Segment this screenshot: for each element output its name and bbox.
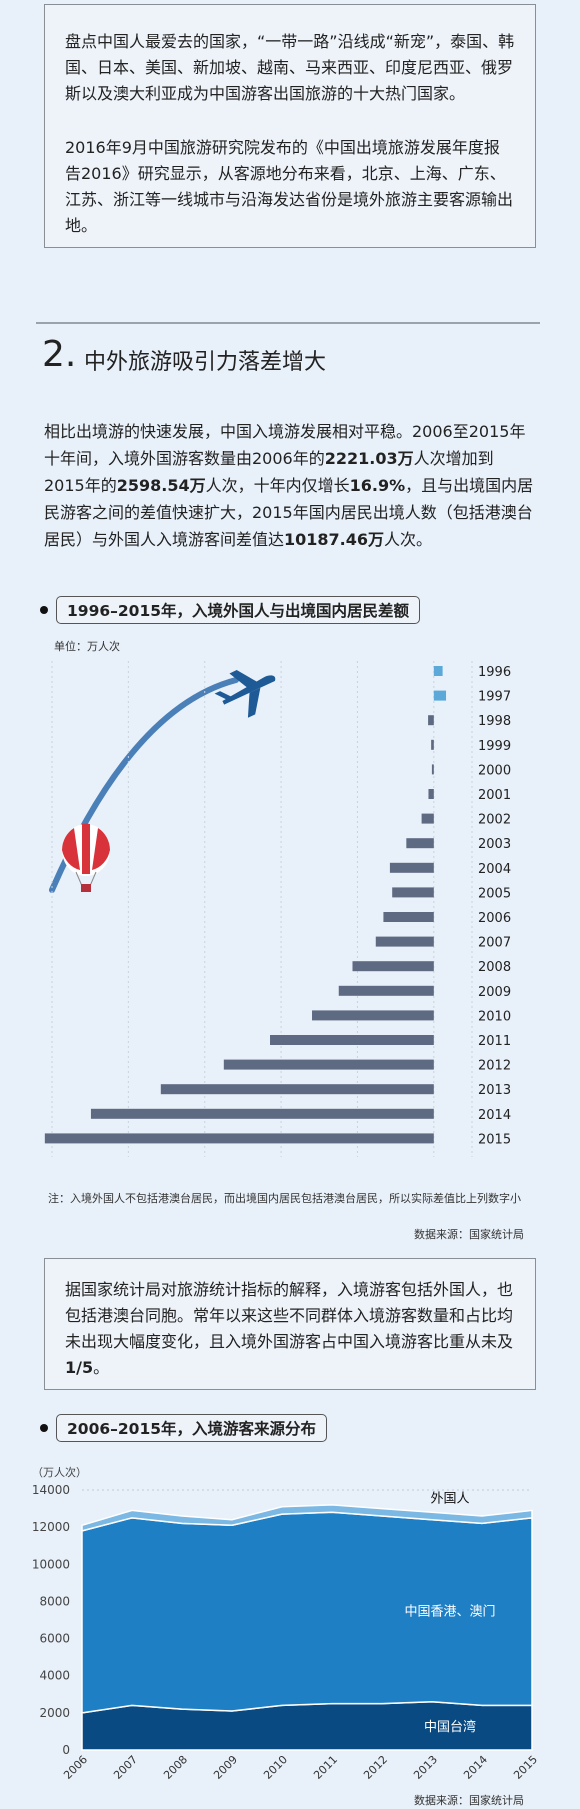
y-tick-label: 4000 (39, 1669, 70, 1683)
bar (383, 912, 434, 922)
body-text-2: 人次增加到2015年的 (44, 449, 494, 495)
section-title: 中外旅游吸引力落差增大 (84, 350, 327, 375)
chart1-source: 数据来源：国家统计局 (414, 1228, 524, 1241)
year-label: 2001 (478, 788, 511, 803)
body-text-4: ，且与出境国内居民游客之间的差值快速扩大，2015年国内居民出境人数（包括港澳台… (44, 476, 534, 549)
year-label: 2010 (478, 1009, 511, 1024)
year-label: 2004 (478, 862, 511, 877)
bar (44, 1133, 434, 1144)
x-tick-label: 2013 (411, 1753, 440, 1782)
bar (406, 838, 434, 849)
bar (312, 1010, 434, 1021)
section-number: 2. (42, 334, 77, 375)
y-tick-label: 6000 (39, 1632, 70, 1646)
year-label: 1996 (478, 665, 511, 680)
hot-air-balloon-icon (62, 823, 110, 892)
x-tick-label: 2011 (311, 1753, 340, 1782)
x-tick-label: 2008 (161, 1753, 190, 1782)
body-highlight-3: 16.9% (349, 476, 406, 495)
x-tick-label: 2015 (511, 1753, 540, 1782)
bar (270, 1035, 434, 1045)
year-label: 2002 (478, 813, 511, 828)
bar (428, 789, 434, 799)
x-tick-label: 2009 (211, 1753, 240, 1782)
body-paragraph: 相比出境游的快速发展，中国入境游发展相对平稳。2006至2015年十年间，入境外… (44, 418, 534, 553)
chart2-heading: 2006–2015年，入境游客来源分布 (40, 1414, 328, 1442)
callout-box: 据国家统计局对旅游统计指标的解释，入境游客包括外国人，也包括港澳台同胞。常年以来… (44, 1258, 536, 1390)
bar (223, 1059, 434, 1070)
bar (431, 739, 434, 750)
bar (338, 985, 434, 996)
series-label: 中国香港、澳门 (404, 1604, 495, 1620)
section-divider (36, 322, 540, 324)
bar (389, 862, 434, 873)
y-tick-label: 0 (62, 1743, 70, 1757)
bar (428, 715, 434, 726)
year-label: 2006 (478, 911, 511, 926)
year-label: 2011 (478, 1034, 511, 1049)
bar (431, 764, 434, 775)
year-label: 1999 (478, 739, 511, 754)
body-text-1: 相比出境游的快速发展，中国入境游发展相对平稳。2006至2015年十年间，入境外… (44, 422, 526, 468)
bar (392, 887, 434, 898)
body-highlight-2: 2598.54万 (116, 476, 206, 495)
year-label: 2009 (478, 985, 511, 1000)
intro-paragraph-2: 2016年9月中国旅游研究院发布的《中国出境旅游发展年度报告2016》研究显示，… (65, 138, 514, 235)
year-label: 2007 (478, 936, 511, 951)
bar (421, 813, 434, 824)
intro-paragraph-1: 盘点中国人最爱去的国家，“一带一路”沿线成“新宠”，泰国、韩国、日本、美国、新加… (65, 32, 515, 103)
bar (352, 961, 434, 972)
year-label: 2013 (478, 1083, 511, 1098)
y-tick-label: 14000 (32, 1483, 70, 1497)
x-tick-label: 2010 (261, 1753, 290, 1782)
source-area-chart: 0 2000 4000 6000 8000 10000 12000 14000 （万人次） 中国… (32, 1465, 540, 1782)
body-highlight-1: 2221.03万 (324, 449, 414, 468)
airplane-icon (214, 670, 276, 718)
x-tick-label: 2014 (461, 1753, 490, 1782)
bar (375, 936, 434, 947)
area-series (81, 1504, 533, 1532)
gap-bar-chart: 1996 1997 1998 1999 2000 2001 2002 2003 2004 2005… (44, 661, 511, 1157)
chart1-heading: 1996–2015年，入境外国人与出境国内居民差额 (40, 596, 421, 624)
x-tick-label: 2012 (361, 1753, 390, 1782)
x-tick-label: 2007 (111, 1753, 140, 1782)
body-text-3: 人次，十年内仅增长 (205, 476, 350, 495)
y-tick-label: 8000 (39, 1594, 70, 1608)
year-label: 2008 (478, 960, 511, 975)
year-label: 2012 (478, 1059, 511, 1074)
series-label: 外国人 (430, 1491, 469, 1506)
callout-paragraph: 据国家统计局对旅游统计指标的解释，入境游客包括外国人，也包括港澳台同胞。常年以来… (65, 1277, 515, 1381)
year-label: 2003 (478, 837, 511, 852)
body-text-5: 人次。 (384, 530, 433, 549)
y-tick-label: 2000 (39, 1706, 70, 1720)
callout-text-2: 。 (93, 1358, 110, 1377)
y-axis-label: （万人次） (32, 1465, 87, 1479)
bar (90, 1108, 434, 1119)
year-label: 1998 (478, 714, 511, 729)
year-label: 2000 (478, 763, 511, 778)
y-tick-label: 12000 (32, 1520, 70, 1534)
intro-box: 盘点中国人最爱去的国家，“一带一路”沿线成“新宠”，泰国、韩国、日本、美国、新加… (44, 4, 536, 248)
body-highlight-4: 10187.46万 (284, 530, 385, 549)
series-label: 中国台湾 (424, 1719, 476, 1735)
chart1-note: 注：入境外国人不包括港澳台居民，而出境国内居民包括港澳台居民，所以实际差值比上列… (48, 1192, 521, 1205)
y-tick-label: 10000 (32, 1557, 70, 1571)
callout-highlight: 1/5 (65, 1358, 94, 1377)
chart1-unit: 单位：万人次 (54, 640, 120, 653)
year-label: 2015 (478, 1132, 511, 1147)
chart2-title: 2006–2015年，入境游客来源分布 (56, 1414, 328, 1442)
x-tick-label: 2006 (61, 1753, 90, 1782)
year-label: 2005 (478, 886, 511, 901)
bullet-dot-icon (40, 606, 48, 614)
bar (433, 666, 443, 676)
bar (433, 690, 447, 701)
bullet-dot-icon (40, 1424, 48, 1432)
chart1-title: 1996–2015年，入境外国人与出境国内居民差额 (56, 596, 421, 624)
bar (160, 1084, 434, 1095)
year-label: 2014 (478, 1108, 511, 1123)
callout-text-1: 据国家统计局对旅游统计指标的解释，入境游客包括外国人，也包括港澳台同胞。常年以来… (65, 1280, 514, 1351)
chart2-source: 数据来源：国家统计局 (414, 1794, 524, 1807)
year-label: 1997 (478, 690, 511, 705)
